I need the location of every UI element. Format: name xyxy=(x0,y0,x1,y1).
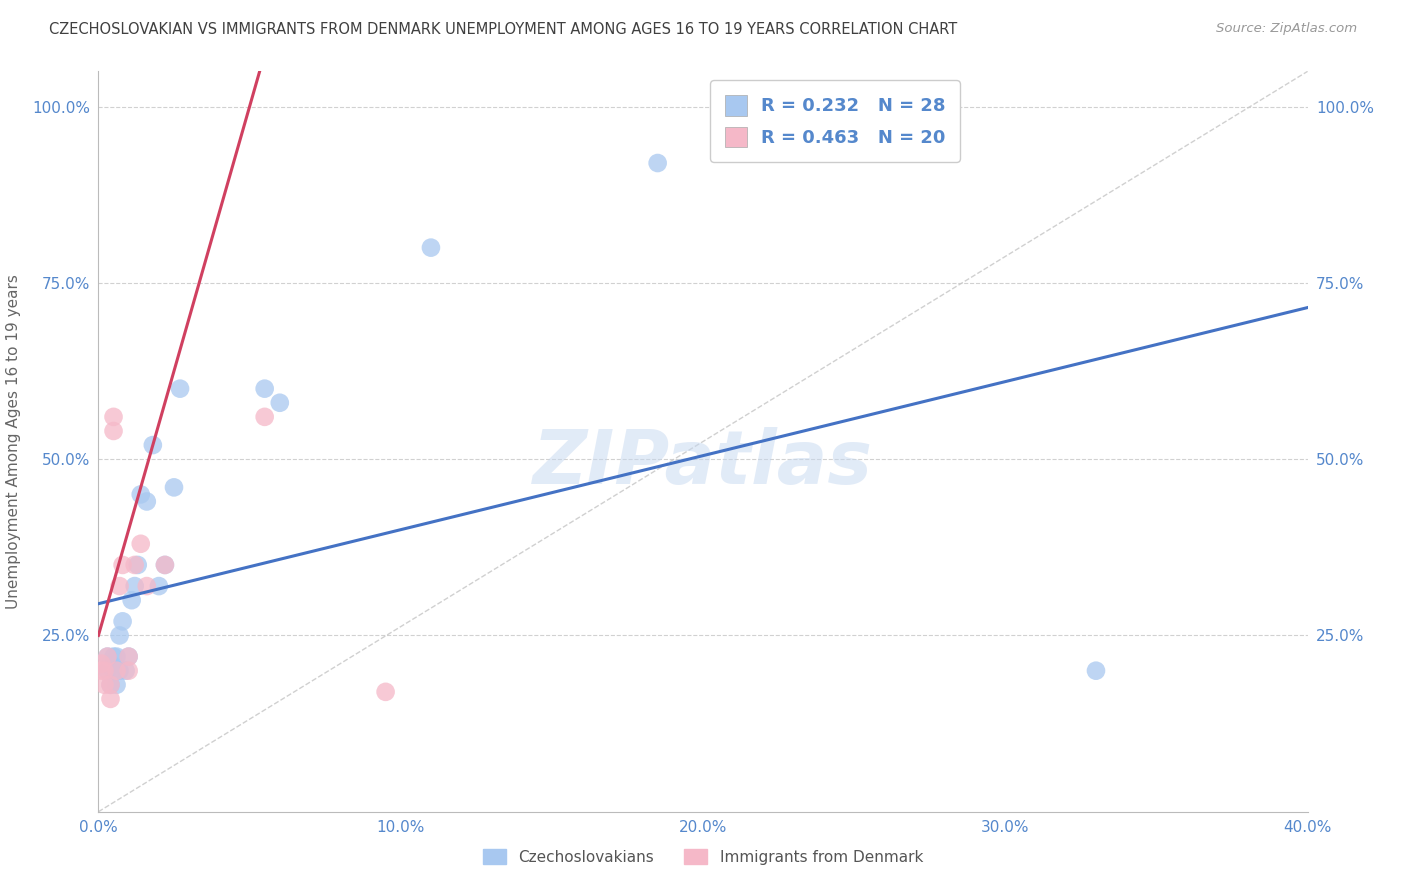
Point xyxy=(105,649,128,664)
Point xyxy=(105,664,128,678)
Point xyxy=(100,692,122,706)
Point xyxy=(108,628,131,642)
Legend: Czechoslovakians, Immigrants from Denmark: Czechoslovakians, Immigrants from Denmar… xyxy=(477,843,929,871)
Point xyxy=(96,664,118,678)
Point xyxy=(135,494,157,508)
Point xyxy=(153,558,176,572)
Point xyxy=(118,664,141,678)
Point xyxy=(253,382,276,396)
Point xyxy=(124,558,146,572)
Point xyxy=(124,579,146,593)
Point xyxy=(121,593,143,607)
Point xyxy=(647,156,669,170)
Point xyxy=(105,678,128,692)
Point xyxy=(111,615,134,629)
Point xyxy=(127,558,149,572)
Point xyxy=(374,685,396,699)
Point xyxy=(100,657,122,671)
Point xyxy=(100,678,122,692)
Point xyxy=(118,649,141,664)
Point xyxy=(253,409,276,424)
Point xyxy=(135,579,157,593)
Text: CZECHOSLOVAKIAN VS IMMIGRANTS FROM DENMARK UNEMPLOYMENT AMONG AGES 16 TO 19 YEAR: CZECHOSLOVAKIAN VS IMMIGRANTS FROM DENMA… xyxy=(49,22,957,37)
Point xyxy=(103,649,125,664)
Text: ZIPatlas: ZIPatlas xyxy=(533,427,873,500)
Point xyxy=(142,438,165,452)
Point xyxy=(108,579,131,593)
Point xyxy=(103,664,125,678)
Point xyxy=(118,649,141,664)
Point xyxy=(96,649,118,664)
Y-axis label: Unemployment Among Ages 16 to 19 years: Unemployment Among Ages 16 to 19 years xyxy=(6,274,21,609)
Point xyxy=(129,487,152,501)
Point xyxy=(100,678,122,692)
Point xyxy=(169,382,191,396)
Point xyxy=(103,424,125,438)
Point xyxy=(96,649,118,664)
Point xyxy=(90,657,112,671)
Point xyxy=(111,558,134,572)
Point xyxy=(163,480,186,494)
Point xyxy=(93,678,115,692)
Text: Source: ZipAtlas.com: Source: ZipAtlas.com xyxy=(1216,22,1357,36)
Point xyxy=(93,664,115,678)
Point xyxy=(1085,664,1108,678)
Point xyxy=(103,409,125,424)
Point xyxy=(108,664,131,678)
Point xyxy=(153,558,176,572)
Point xyxy=(114,664,136,678)
Point xyxy=(420,241,443,255)
Point xyxy=(129,537,152,551)
Point xyxy=(148,579,170,593)
Point xyxy=(90,664,112,678)
Point xyxy=(269,396,291,410)
